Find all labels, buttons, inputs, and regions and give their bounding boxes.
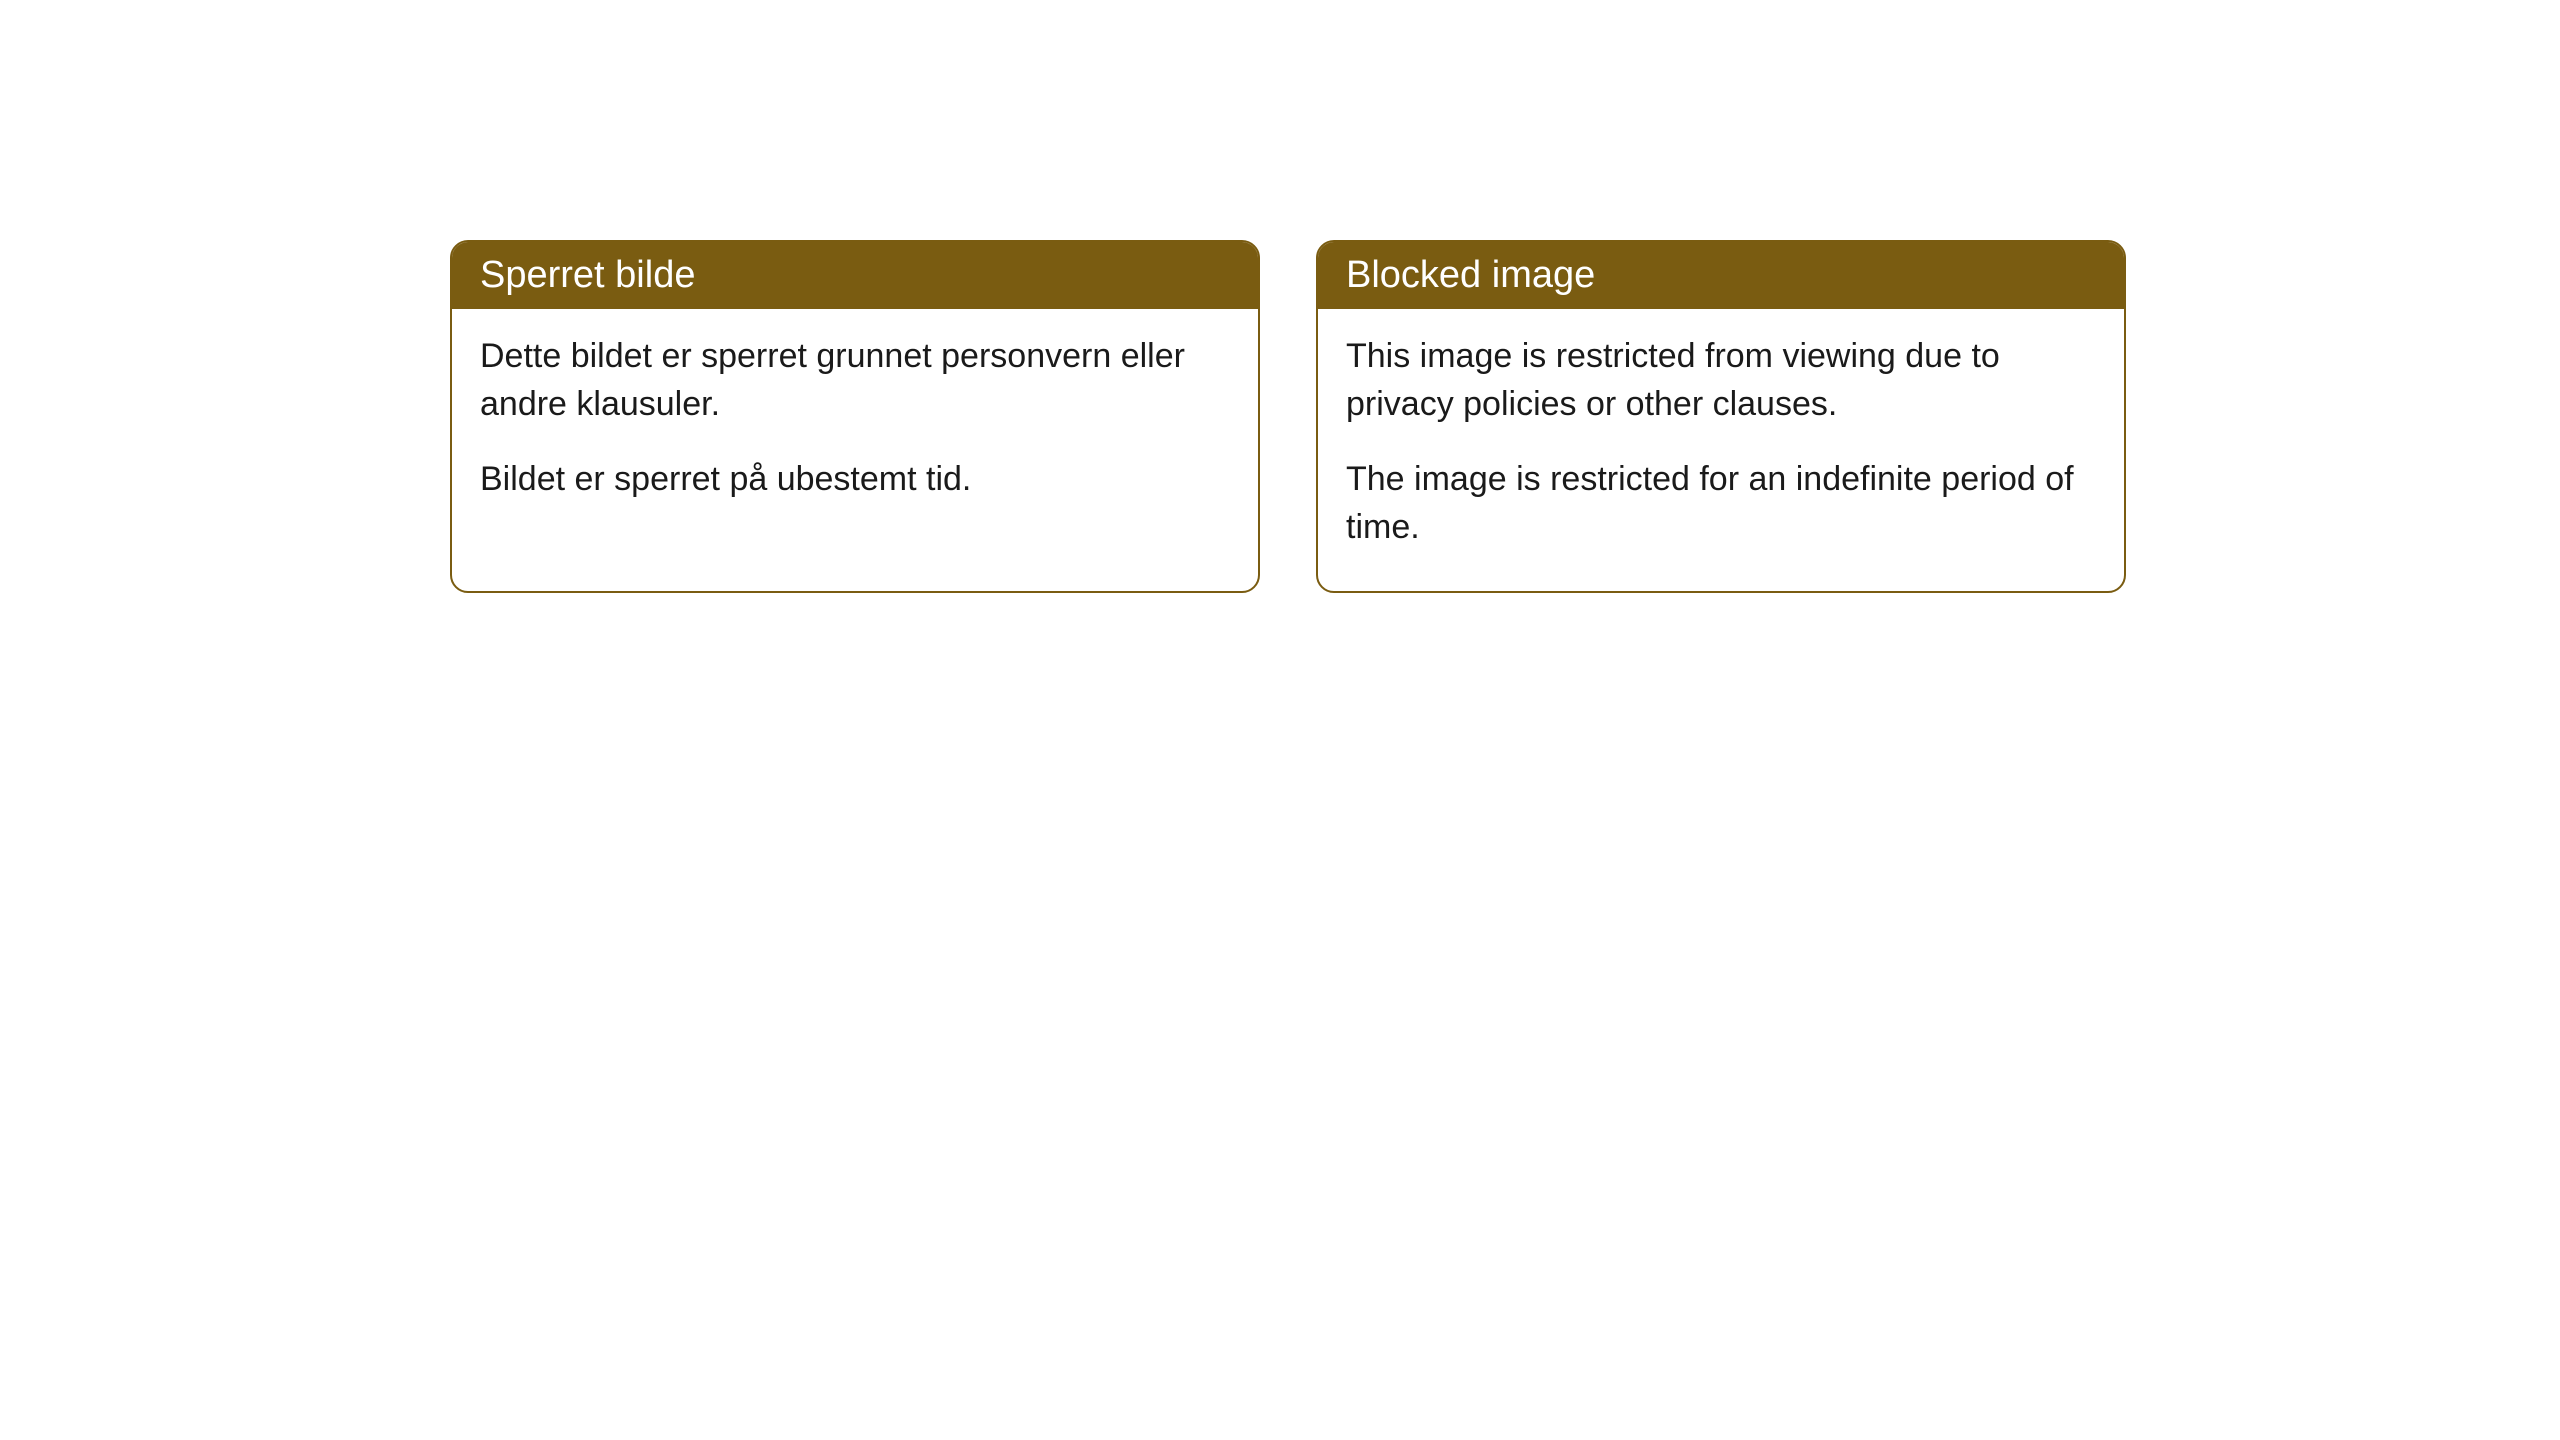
notice-paragraph: Bildet er sperret på ubestemt tid. <box>480 456 1230 504</box>
notice-paragraph: Dette bildet er sperret grunnet personve… <box>480 333 1230 428</box>
notice-paragraph: The image is restricted for an indefinit… <box>1346 456 2096 551</box>
notice-container: Sperret bilde Dette bildet er sperret gr… <box>450 240 2126 593</box>
notice-title: Sperret bilde <box>480 254 695 296</box>
notice-card-norwegian: Sperret bilde Dette bildet er sperret gr… <box>450 240 1260 593</box>
notice-body: Dette bildet er sperret grunnet personve… <box>452 309 1258 544</box>
notice-body: This image is restricted from viewing du… <box>1318 309 2124 591</box>
notice-header: Sperret bilde <box>452 242 1258 309</box>
notice-paragraph: This image is restricted from viewing du… <box>1346 333 2096 428</box>
notice-title: Blocked image <box>1346 254 1595 296</box>
notice-header: Blocked image <box>1318 242 2124 309</box>
notice-card-english: Blocked image This image is restricted f… <box>1316 240 2126 593</box>
